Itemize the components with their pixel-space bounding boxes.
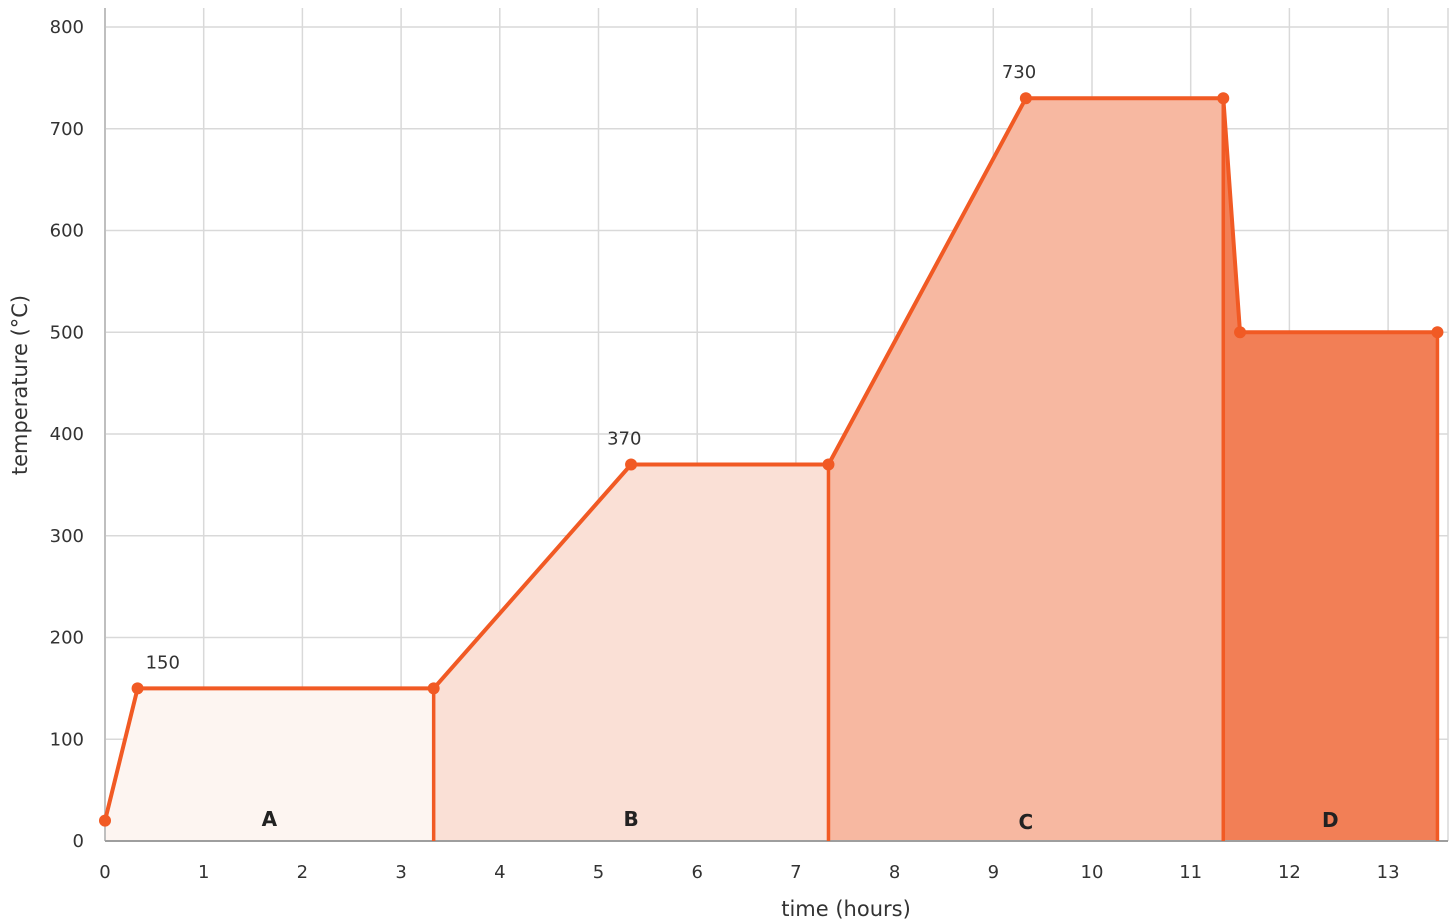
x-tick-label: 13 <box>1377 862 1400 883</box>
x-tick-label: 9 <box>988 862 999 883</box>
y-tick-label: 700 <box>50 119 84 140</box>
x-tick-label: 3 <box>395 862 406 883</box>
data-point <box>1234 326 1247 339</box>
region-label-a: A <box>262 807 278 831</box>
data-point <box>1217 92 1230 105</box>
data-point <box>1431 326 1444 339</box>
x-tick-label: 8 <box>889 862 900 883</box>
y-tick-label: 100 <box>50 729 84 750</box>
y-tick-label: 800 <box>50 17 84 38</box>
regions <box>105 98 1438 841</box>
x-tick-label: 12 <box>1278 862 1301 883</box>
data-point <box>625 458 638 471</box>
data-label: 150 <box>146 652 180 673</box>
x-tick-label: 2 <box>297 862 308 883</box>
data-points <box>99 92 1444 827</box>
region-label-c: C <box>1019 810 1034 834</box>
x-tick-label: 0 <box>99 862 110 883</box>
y-tick-label: 600 <box>50 221 84 242</box>
data-point <box>99 814 111 827</box>
region-label-b: B <box>623 807 638 831</box>
region-a <box>105 688 434 841</box>
x-tick-label: 1 <box>198 862 209 883</box>
x-tick-label: 5 <box>593 862 604 883</box>
x-tick-label: 10 <box>1081 862 1104 883</box>
x-tick-label: 11 <box>1179 862 1202 883</box>
y-axis-title: temperature (°C) <box>8 295 32 475</box>
region-label-d: D <box>1322 808 1339 832</box>
region-b <box>433 464 829 841</box>
data-point <box>427 682 440 695</box>
y-tick-label: 400 <box>50 424 84 445</box>
x-tick-label: 4 <box>494 862 505 883</box>
x-tick-label: 7 <box>790 862 801 883</box>
x-tick-label: 6 <box>691 862 702 883</box>
y-tick-label: 0 <box>73 831 84 852</box>
labels: 0 1 2 3 4 5 6 7 8 9 10 11 12 130100200300400500600700… <box>50 17 1400 883</box>
data-label: 730 <box>1002 62 1036 83</box>
data-label: 370 <box>607 429 641 450</box>
data-point <box>131 682 144 695</box>
data-point <box>822 458 835 471</box>
region-d <box>1223 98 1438 841</box>
x-axis-title: time (hours) <box>781 897 911 921</box>
y-tick-label: 500 <box>50 322 84 343</box>
region-c <box>828 98 1224 841</box>
data-point <box>1019 92 1032 105</box>
y-tick-label: 200 <box>50 628 84 649</box>
y-tick-label: 300 <box>50 526 84 547</box>
